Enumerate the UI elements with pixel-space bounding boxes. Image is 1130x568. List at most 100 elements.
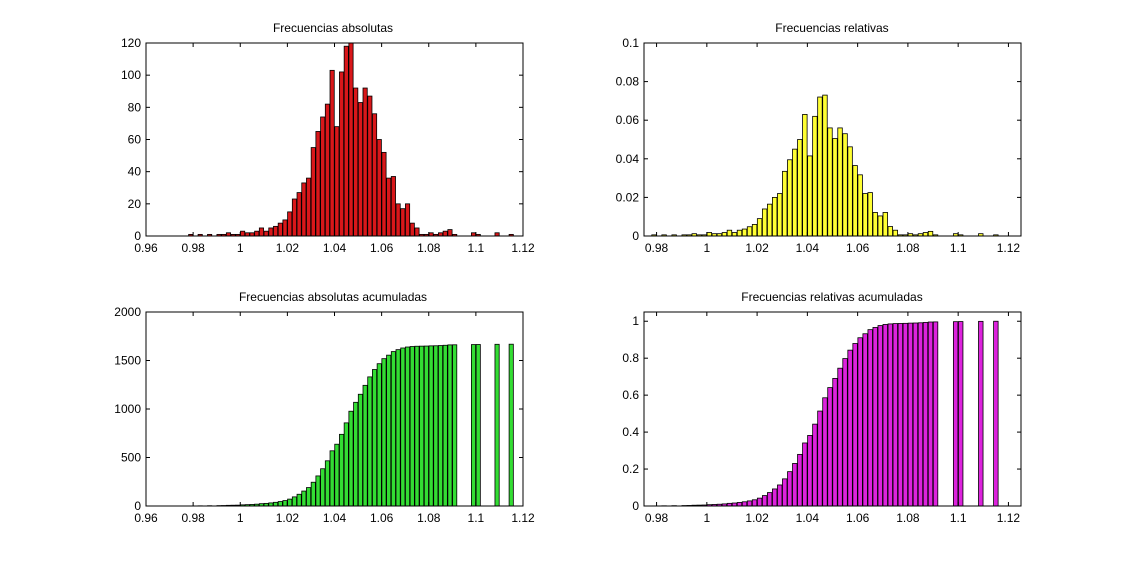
bar	[357, 102, 363, 237]
bar	[827, 127, 833, 237]
bar	[807, 155, 813, 237]
bar	[756, 218, 763, 237]
bar	[772, 488, 778, 507]
bar	[405, 346, 411, 507]
bar	[746, 500, 753, 507]
bar	[475, 344, 481, 507]
x-tick-label: 1.1	[468, 241, 485, 255]
x-tick-label: 1.06	[846, 241, 870, 255]
chart-frecuencias-absolutas: Frecuencias absolutas 0.96 0.98 1 1.02 1.04 1…	[121, 21, 535, 255]
bar	[306, 487, 312, 507]
bar	[376, 363, 382, 507]
bar	[310, 147, 316, 237]
x-tick-label: 1.12	[997, 241, 1021, 255]
x-tick-label: 0.98	[645, 511, 669, 525]
bar	[706, 232, 713, 237]
bar	[306, 177, 312, 237]
y-tick-label: 0.08	[616, 75, 640, 89]
bar	[892, 229, 898, 237]
bar	[277, 501, 283, 507]
bar	[812, 423, 818, 507]
x-tick-label: 1.04	[323, 241, 347, 255]
bar	[832, 377, 838, 507]
bar	[792, 463, 798, 507]
bar	[400, 208, 406, 237]
bar	[390, 176, 396, 237]
y-tick-label: 0.8	[622, 351, 639, 365]
bar	[400, 347, 406, 507]
chart-frecuencias-relativas-acumuladas: Frecuencias relativas acumuladas 0.98 1 1.…	[622, 290, 1022, 525]
bar	[409, 222, 415, 237]
y-tick-label: 40	[128, 165, 142, 179]
x-tick-label: 1.12	[997, 511, 1021, 525]
bar	[892, 323, 898, 507]
bar	[258, 227, 264, 237]
bar	[832, 138, 838, 237]
chart-frecuencias-absolutas-acumuladas: Frecuencias absolutas acumuladas 0.96 0.9…	[114, 290, 535, 525]
bar	[353, 87, 359, 237]
y-tick-label: 80	[128, 100, 142, 114]
chart-title: Frecuencias absolutas acumuladas	[239, 290, 427, 304]
bar	[872, 212, 878, 237]
bar	[852, 343, 858, 507]
bar	[887, 226, 893, 237]
bar	[339, 433, 345, 507]
bar	[887, 323, 893, 507]
bar	[414, 227, 420, 237]
bar	[442, 344, 448, 507]
bar	[343, 422, 349, 507]
bar	[438, 345, 444, 507]
bar	[310, 481, 316, 507]
x-tick-label: 1.12	[511, 511, 535, 525]
bar	[348, 410, 354, 507]
bar	[367, 376, 373, 507]
bar	[772, 196, 778, 237]
bar	[877, 215, 883, 237]
bar	[847, 146, 853, 237]
bar	[721, 232, 728, 237]
bar	[277, 222, 283, 237]
bar	[761, 495, 768, 507]
bar	[334, 443, 340, 507]
bar	[751, 499, 758, 507]
y-tick-label: 0	[134, 229, 141, 243]
bar	[362, 87, 368, 237]
bar	[367, 95, 373, 237]
bar	[877, 325, 883, 507]
x-tick-label: 1	[703, 241, 710, 255]
bar	[390, 351, 396, 507]
x-tick-label: 1.04	[323, 511, 347, 525]
bar	[787, 159, 793, 237]
x-tick-label: 0.98	[181, 241, 205, 255]
bar	[736, 229, 743, 237]
bar	[837, 367, 843, 507]
y-tick-label: 0	[134, 499, 141, 513]
bar	[827, 387, 833, 507]
chart-title: Frecuencias relativas acumuladas	[741, 290, 922, 304]
y-tick-label: 0.6	[622, 388, 639, 402]
bar	[897, 323, 904, 507]
bar	[867, 329, 873, 507]
bar	[812, 115, 818, 237]
bar	[927, 230, 934, 237]
bar	[442, 230, 448, 237]
bar	[852, 165, 858, 237]
bar	[817, 410, 823, 507]
x-tick-label: 1.02	[745, 241, 769, 255]
bar	[907, 322, 914, 507]
x-tick-label: 1.06	[370, 241, 394, 255]
bar	[452, 344, 458, 507]
bar	[751, 224, 758, 237]
bar	[847, 349, 853, 507]
chart-title: Frecuencias relativas	[775, 21, 888, 35]
bar	[761, 208, 768, 237]
bar	[872, 327, 878, 507]
bar	[447, 344, 453, 507]
bar	[362, 384, 368, 507]
bar	[273, 501, 279, 507]
bar	[736, 502, 743, 507]
bar	[917, 322, 924, 507]
bar	[958, 321, 964, 507]
bar	[927, 321, 934, 507]
x-tick-label: 1.04	[796, 511, 820, 525]
